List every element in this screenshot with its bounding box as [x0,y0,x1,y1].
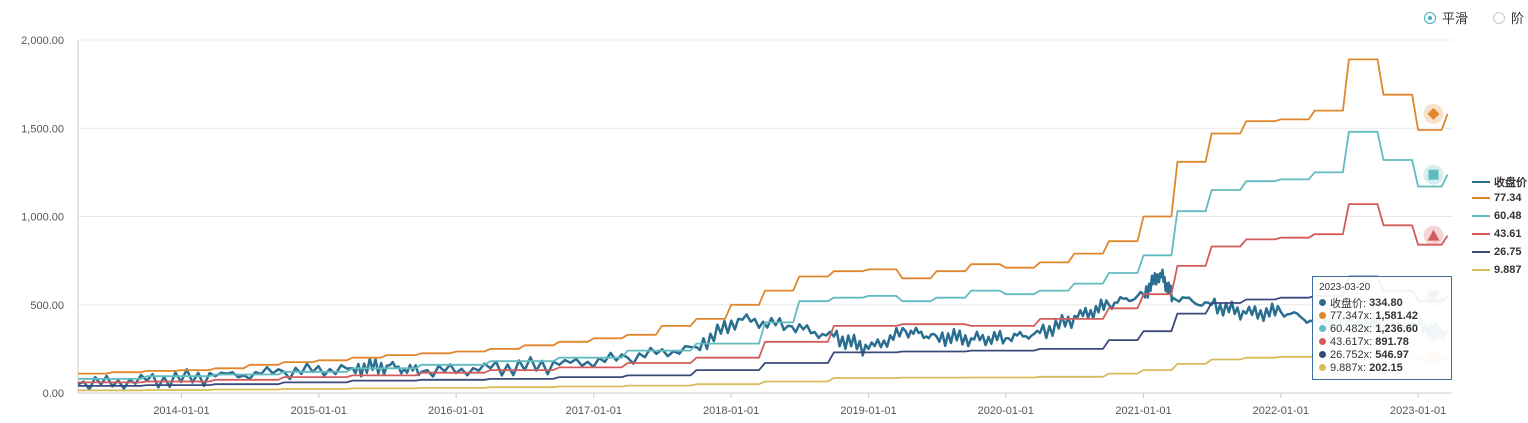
legend-label: 9.887 [1494,264,1522,276]
tooltip-label: 60.482x: [1330,322,1373,335]
series-line [78,203,1449,384]
tooltip-row: 77.347x: 1,581.42 [1319,309,1445,322]
series-lines [77,58,1449,392]
series-end-marker[interactable] [1423,164,1444,185]
legend-label: 收盘价 [1494,177,1527,189]
tooltip-value: 546.97 [1375,348,1409,361]
smooth-toggle[interactable]: 平滑 [1424,8,1468,27]
series-line [78,58,1449,375]
smooth-radio-icon[interactable] [1424,11,1436,24]
y-tick-label: 2,000.00 [21,35,64,47]
legend-item[interactable]: 26.75 [1472,246,1522,258]
tooltip-label: 收盘价: [1330,297,1367,310]
legend-label: 43.61 [1494,228,1522,240]
step-label: 阶 [1511,11,1525,26]
tooltip-dot-icon [1319,299,1326,306]
x-tick-label: 2015-01-01 [291,405,347,417]
legend-line-icon [1472,181,1490,183]
legend-item[interactable]: 9.887 [1472,264,1522,276]
tooltip: 2023-03-20 收盘价: 334.80 77.347x: 1,581.42 60.… [1312,276,1452,380]
legend-line-icon [1472,197,1490,199]
x-tick-label: 2023-01-01 [1390,405,1446,417]
x-tick-label: 2019-01-01 [840,405,896,417]
tooltip-dot-icon [1319,338,1326,345]
tooltip-date: 2023-03-20 [1319,282,1371,293]
tooltip-dot-icon [1319,364,1326,371]
y-axis: 0.00 500.00 1,000.00 1,500.00 2,000.00 [21,35,79,400]
legend-line-icon [1472,251,1490,253]
legend-line-icon [1472,215,1490,217]
tooltip-label: 9.887x: [1330,361,1367,374]
legend-label: 60.48 [1494,210,1522,222]
tooltip-label: 43.617x: [1330,335,1373,348]
x-tick-label: 2018-01-01 [703,405,759,417]
grid-lines [78,39,1452,394]
tooltip-value: 1,581.42 [1375,309,1419,322]
legend-label: 77.34 [1494,192,1522,204]
x-tick-label: 2022-01-01 [1253,405,1309,417]
legend-label: 26.75 [1494,246,1522,258]
tooltip-dot-icon [1319,325,1326,332]
series-line [78,130,1449,380]
legend-item[interactable]: 77.34 [1472,192,1522,204]
legend-item[interactable]: 60.48 [1472,210,1522,222]
tooltip-value: 334.80 [1369,296,1403,309]
series-line [78,348,1448,392]
x-tick-label: 2021-01-01 [1115,405,1171,417]
tooltip-row: 43.617x: 891.78 [1319,335,1445,348]
x-tick-label: 2020-01-01 [978,405,1034,417]
tooltip-value: 202.15 [1369,361,1403,374]
tooltip-dot-icon [1319,351,1326,358]
y-tick-label: 500.00 [30,300,64,312]
legend-line-icon [1472,233,1490,235]
tooltip-value: 1,236.60 [1375,322,1419,335]
x-tick-label: 2014-01-01 [153,405,209,417]
x-tick-label: 2016-01-01 [428,405,484,417]
y-tick-label: 1,500.00 [21,123,64,135]
x-axis: 2014-01-01 2015-01-01 2016-01-01 2017-01-01… [153,393,1446,417]
legend-item[interactable]: 收盘价 [1472,174,1527,190]
legend-item[interactable]: 43.61 [1472,228,1522,240]
tooltip-label: 77.347x: [1330,309,1373,322]
tooltip-row: 60.482x: 1,236.60 [1319,322,1445,335]
step-toggle[interactable]: 阶 [1493,8,1524,27]
tooltip-value: 891.78 [1375,335,1409,348]
x-tick-label: 2017-01-01 [566,405,622,417]
tooltip-dot-icon [1319,312,1326,319]
y-tick-label: 1,000.00 [21,212,64,224]
series-end-marker[interactable] [1423,103,1444,124]
step-radio-icon[interactable] [1493,11,1505,24]
series-end-marker[interactable] [1423,225,1444,246]
smooth-label: 平滑 [1442,11,1469,26]
y-tick-label: 0.00 [43,388,64,400]
series-line [77,268,1449,391]
legend-line-icon [1472,269,1490,271]
tooltip-label: 26.752x: [1330,348,1373,361]
tooltip-row: 26.752x: 546.97 [1319,348,1445,361]
tooltip-row: 9.887x: 202.15 [1319,361,1445,374]
tooltip-row: 收盘价: 334.80 [1319,296,1445,310]
